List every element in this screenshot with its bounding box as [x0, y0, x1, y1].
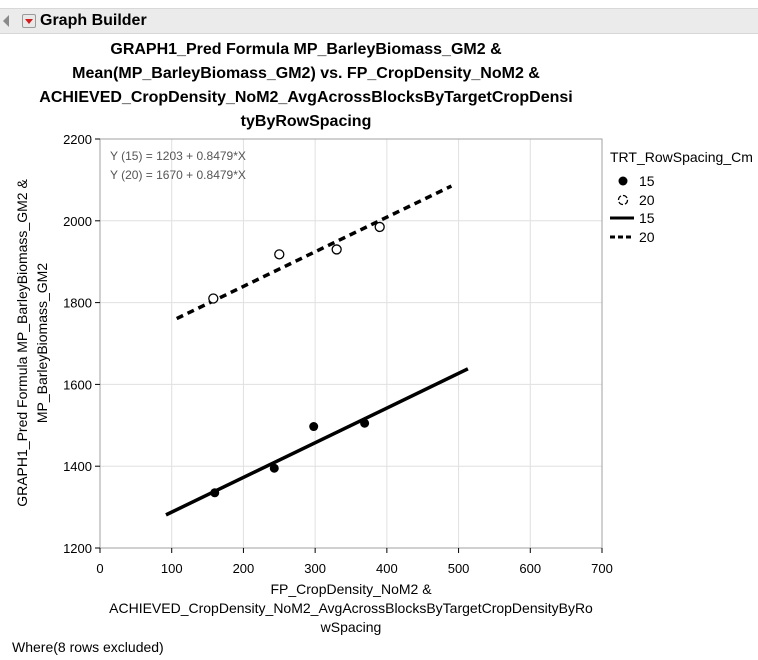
chart-title-line: Mean(MP_BarleyBiomass_GM2) vs. FP_CropDe…: [72, 65, 540, 82]
report-header-bar: Graph Builder: [0, 8, 758, 34]
red-triangle-menu-icon[interactable]: [22, 14, 36, 28]
fit-line-20-dashed: [175, 184, 453, 321]
legend-item-label: 15: [639, 210, 655, 226]
x-axis-ticks: 0 100 200 300 400 500 600 700: [96, 548, 613, 576]
chart-title-line: ACHIEVED_CropDensity_NoM2_AvgAcrossBlock…: [39, 89, 573, 106]
x-tick-label: 200: [233, 561, 255, 576]
x-tick-label: 400: [376, 561, 398, 576]
legend: TRT_RowSpacing_Cm 15 20 15 20: [610, 149, 753, 245]
legend-title: TRT_RowSpacing_Cm: [610, 149, 753, 165]
x-axis-label-line: ACHIEVED_CropDensity_NoM2_AvgAcrossBlock…: [109, 600, 593, 616]
regression-equation-15: Y (15) = 1203 + 0.8479*X: [110, 149, 246, 163]
legend-marker-filled-icon: [618, 176, 628, 186]
data-point-15: [360, 418, 370, 428]
chart-title-line: tyByRowSpacing: [240, 113, 372, 130]
data-point-20: [208, 293, 219, 304]
data-point-20: [331, 244, 342, 255]
data-point-20: [374, 221, 385, 233]
grid-lines: [99, 138, 603, 549]
data-point-15: [309, 422, 319, 432]
legend-marker-open-icon: [617, 194, 629, 206]
x-axis-label-line: wSpacing: [320, 619, 382, 635]
chart-title-line: GRAPH1_Pred Formula MP_BarleyBiomass_GM2…: [110, 41, 502, 58]
disclosure-triangle-icon[interactable]: [3, 15, 9, 27]
chart-title: GRAPH1_Pred Formula MP_BarleyBiomass_GM2…: [0, 38, 612, 134]
y-axis-label-line: MP_BarleyBiomass_GM2: [34, 263, 50, 423]
x-tick-label: 0: [96, 561, 103, 576]
y-axis-label-line: GRAPH1_Pred Formula MP_BarleyBiomass_GM2…: [14, 179, 30, 507]
rows-excluded-note: Where(8 rows excluded): [12, 639, 164, 655]
data-point-20: [274, 249, 285, 260]
y-tick-label: 1600: [63, 377, 92, 392]
data-point-15: [210, 488, 220, 498]
x-tick-label: 300: [304, 561, 326, 576]
regression-equation-20: Y (20) = 1670 + 0.8479*X: [110, 168, 246, 182]
y-tick-label: 1800: [63, 296, 92, 311]
series-layer: [165, 184, 469, 517]
y-tick-label: 2000: [63, 214, 92, 229]
report-title: Graph Builder: [40, 12, 147, 29]
plot-frame: [99, 138, 603, 549]
y-tick-label: 1400: [63, 459, 92, 474]
y-axis-ticks: 1200 1400 1600 1800 2000 2200: [63, 132, 100, 556]
x-tick-label: 600: [519, 561, 541, 576]
legend-item-label: 20: [639, 192, 655, 208]
x-axis-label-line: FP_CropDensity_NoM2 &: [270, 581, 432, 597]
y-tick-label: 1200: [63, 541, 92, 556]
y-tick-label: 2200: [63, 132, 92, 147]
data-point-15: [269, 463, 279, 473]
x-tick-label: 500: [448, 561, 470, 576]
x-tick-label: 700: [591, 561, 613, 576]
x-tick-label: 100: [161, 561, 183, 576]
legend-item-label: 20: [639, 229, 655, 245]
legend-item-label: 15: [639, 173, 655, 189]
